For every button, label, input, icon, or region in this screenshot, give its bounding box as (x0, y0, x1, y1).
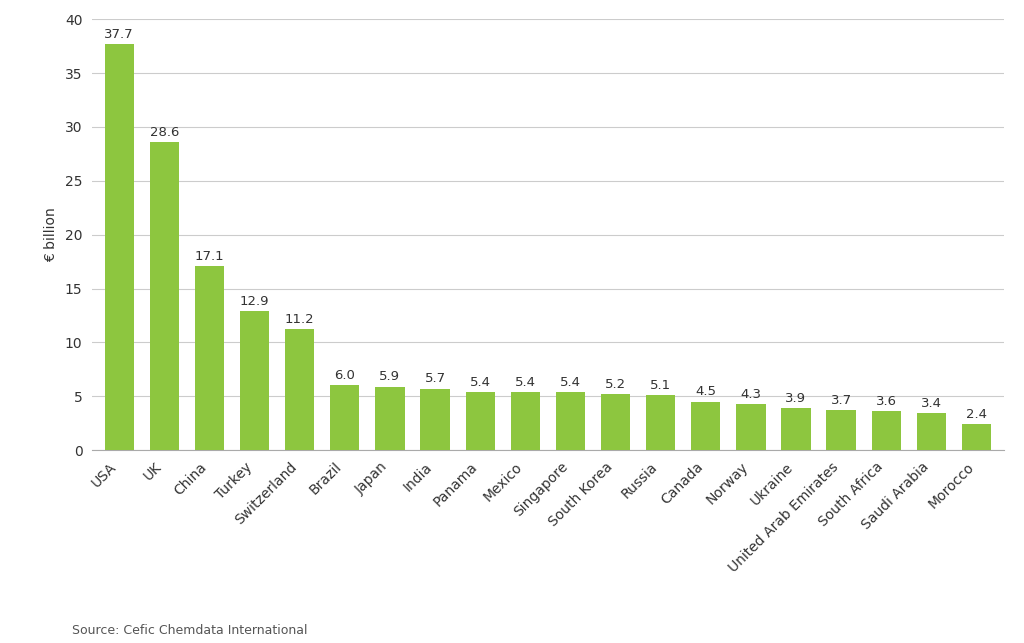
Text: 3.7: 3.7 (830, 394, 852, 407)
Bar (556, 392, 585, 450)
Text: 2.4: 2.4 (966, 408, 987, 421)
Text: 5.4: 5.4 (560, 376, 581, 389)
Bar (150, 142, 179, 450)
Text: 5.2: 5.2 (605, 378, 626, 391)
Text: 4.5: 4.5 (695, 385, 716, 399)
Text: 3.9: 3.9 (785, 392, 807, 405)
Text: 3.4: 3.4 (921, 397, 942, 410)
Bar (375, 386, 404, 450)
Text: 5.7: 5.7 (425, 372, 445, 385)
Bar (646, 395, 675, 450)
Text: 37.7: 37.7 (104, 28, 134, 41)
Text: 6.0: 6.0 (335, 369, 355, 382)
Text: 12.9: 12.9 (240, 295, 269, 308)
Text: 11.2: 11.2 (285, 313, 314, 326)
Bar (962, 424, 991, 450)
Bar (871, 412, 901, 450)
Text: 4.3: 4.3 (740, 388, 762, 401)
Bar (285, 329, 314, 450)
Bar (781, 408, 811, 450)
Bar (466, 392, 495, 450)
Text: 17.1: 17.1 (195, 249, 224, 263)
Bar (601, 394, 630, 450)
Bar (826, 410, 856, 450)
Bar (736, 404, 766, 450)
Bar (104, 44, 134, 450)
Bar (330, 385, 359, 450)
Text: 5.4: 5.4 (470, 376, 490, 389)
Y-axis label: € billion: € billion (44, 207, 58, 262)
Text: 28.6: 28.6 (150, 126, 179, 139)
Bar (421, 389, 450, 450)
Bar (240, 311, 269, 450)
Bar (511, 392, 540, 450)
Bar (691, 402, 721, 450)
Bar (916, 413, 946, 450)
Text: 5.4: 5.4 (515, 376, 536, 389)
Text: Source: Cefic Chemdata International: Source: Cefic Chemdata International (72, 624, 307, 637)
Text: 5.1: 5.1 (650, 379, 671, 392)
Text: 5.9: 5.9 (380, 370, 400, 383)
Bar (195, 266, 224, 450)
Text: 3.6: 3.6 (876, 395, 897, 408)
